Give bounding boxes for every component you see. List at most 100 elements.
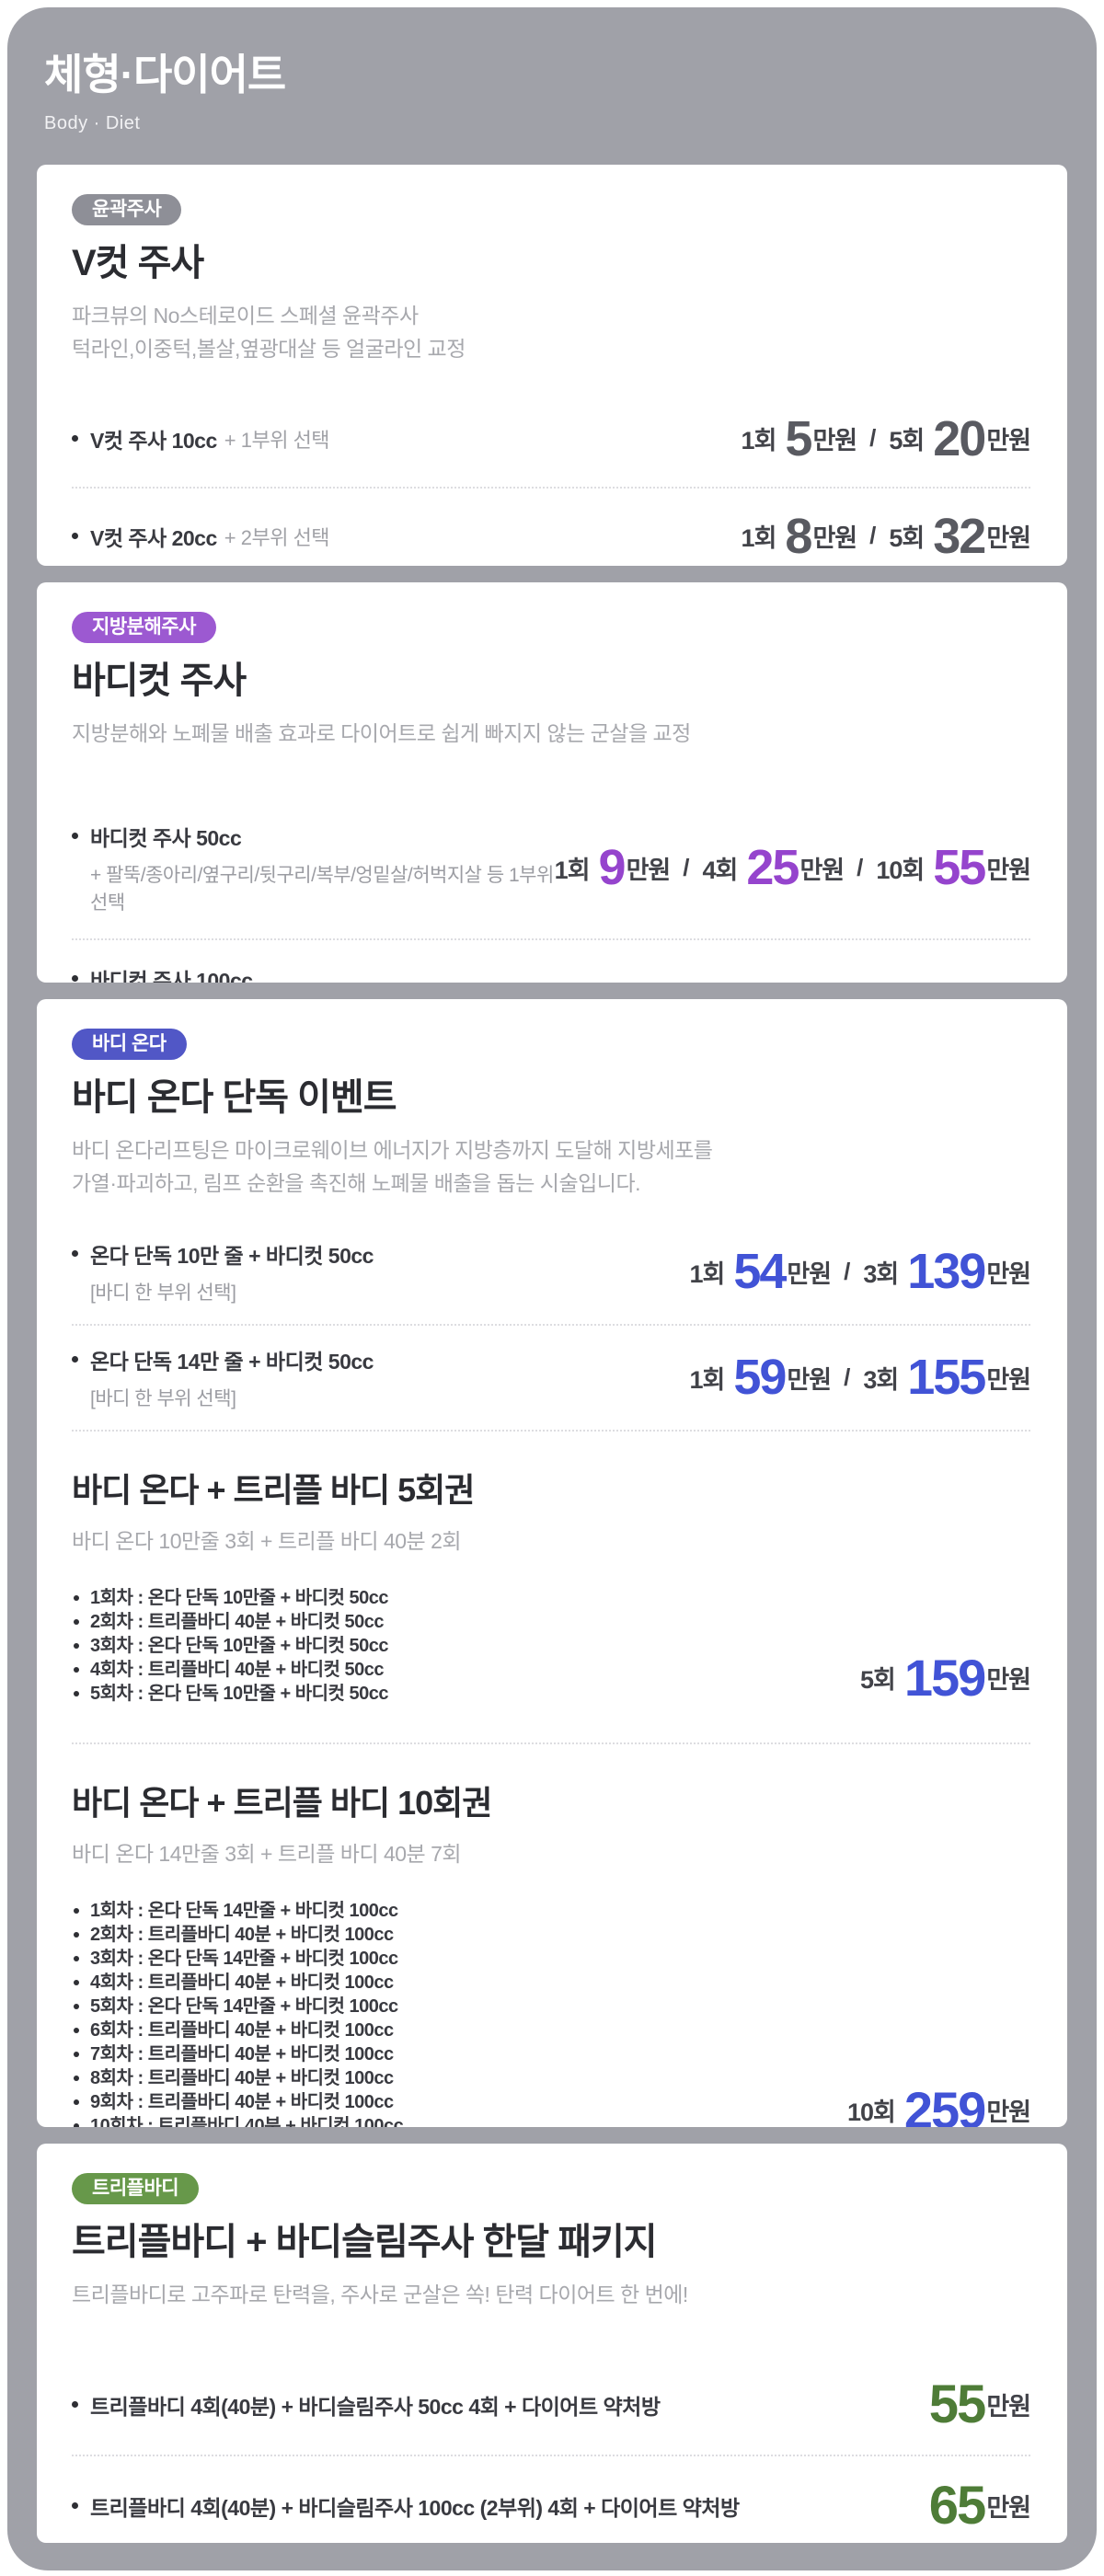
card-description: 파크뷰의 No스테로이드 스페셜 윤곽주사 턱라인,이중턱,볼살,옆광대살 등 … bbox=[72, 299, 1030, 365]
bullet-icon bbox=[72, 1250, 78, 1258]
price-unit: 만원 bbox=[787, 1365, 832, 1394]
price-separator: / bbox=[683, 853, 690, 881]
session-item: 8회차 : 트리플바디 40분 + 바디컷 100cc bbox=[72, 2066, 403, 2090]
page-header: 체형·다이어트 Body · Diet bbox=[7, 7, 1097, 134]
section-title: 바디 온다 + 트리플 바디 5회권 bbox=[72, 1470, 475, 1509]
session-item: 4회차 : 트리플바디 40분 + 바디컷 100cc bbox=[72, 1971, 403, 1995]
category-badge: 지방분해주사 bbox=[72, 611, 216, 643]
session-item: 2회차 : 트리플바디 40분 + 바디컷 50cc bbox=[72, 1610, 388, 1634]
price-value: 155 bbox=[907, 1350, 986, 1406]
description-line: 턱라인,이중턱,볼살,옆광대살 등 얼굴라인 교정 bbox=[72, 336, 466, 361]
item-name: V컷 주사 10cc bbox=[90, 428, 217, 453]
item-option: + 1부위 선택 bbox=[224, 428, 330, 452]
card-title: 트리플바디 + 바디슬림주사 한달 패키지 bbox=[72, 2221, 658, 2262]
row-divider bbox=[72, 1429, 1030, 1432]
card-title: 바디컷 주사 bbox=[72, 660, 247, 701]
bullet-icon bbox=[72, 2502, 78, 2510]
price-unit: 만원 bbox=[986, 856, 1031, 884]
price-value: 25 bbox=[746, 840, 799, 896]
item-name: V컷 주사 20cc bbox=[90, 525, 217, 550]
row-divider bbox=[72, 1742, 1030, 1744]
card-bodycut-injection: 지방분해주사 바디컷 주사 지방분해와 노폐물 배출 효과로 다이어트로 쉽게 … bbox=[37, 581, 1067, 983]
description-line: 파크뷰의 No스테로이드 스페셜 윤곽주사 bbox=[72, 303, 419, 328]
section-10-pass: 바디 온다 + 트리플 바디 10회권 바디 온다 14만줄 3회 + 트리플 … bbox=[72, 1744, 1031, 2127]
session-item: 3회차 : 온다 단독 14만줄 + 바디컷 100cc bbox=[72, 1947, 403, 1971]
page-title: 체형·다이어트 bbox=[44, 51, 286, 98]
item-option: [바디 한 부위 선택] bbox=[90, 1387, 236, 1409]
bullet-icon bbox=[72, 435, 78, 443]
price-group: 1회 54 만원 / 3회 139 만원 bbox=[689, 1244, 1031, 1300]
session-item: 6회차 : 트리플바디 40분 + 바디컷 100cc bbox=[72, 2018, 403, 2042]
price-group: 5회 159 만원 bbox=[860, 1651, 1031, 1706]
price-unit: 만원 bbox=[812, 427, 857, 455]
price-separator: / bbox=[844, 1363, 851, 1391]
item-name: 온다 단독 14만 줄 + 바디컷 50cc bbox=[90, 1349, 374, 1374]
price-group: 1회 5 만원 / 5회 20 만원 bbox=[742, 410, 1031, 466]
price-value: 259 bbox=[903, 2080, 986, 2127]
row-divider bbox=[72, 937, 1030, 940]
price-group: 1회 8 만원 / 5회 32 만원 bbox=[741, 512, 1031, 561]
card-list: 윤곽주사 V컷 주사 파크뷰의 No스테로이드 스페셜 윤곽주사 턱라인,이중턱… bbox=[7, 164, 1097, 2543]
item-name: 온다 단독 10만 줄 + 바디컷 50cc bbox=[90, 1243, 374, 1268]
description-line: 바디 온다리프팅은 마이크로웨이브 에너지가 지방층까지 도달해 지방세포를 bbox=[72, 1137, 713, 1162]
card-body-onda: 바디 온다 바디 온다 단독 이벤트 바디 온다리프팅은 마이크로웨이브 에너지… bbox=[37, 998, 1067, 2127]
price-label: 5회 bbox=[889, 427, 925, 455]
price-value: 20 bbox=[933, 410, 986, 466]
session-item: 4회차 : 트리플바디 40분 + 바디컷 50cc bbox=[72, 1658, 388, 1682]
price-row: V컷 주사 10cc + 1부위 선택 1회 5 만원 / 5회 20 만원 bbox=[72, 391, 1031, 487]
section-title: 바디 온다 + 트리플 바디 10회권 bbox=[72, 1783, 492, 1822]
item-name: 바디컷 주사 100cc bbox=[90, 968, 253, 983]
price-label: 10회 bbox=[847, 2099, 896, 2127]
price-separator: / bbox=[869, 522, 877, 550]
card-title: V컷 주사 bbox=[72, 242, 204, 283]
session-list: 1회차 : 온다 단독 10만줄 + 바디컷 50cc 2회차 : 트리플바디 … bbox=[72, 1586, 389, 1706]
price-label: 1회 bbox=[741, 524, 777, 553]
item-name: 트리플바디 4회(40분) + 바디슬림주사 50cc 4회 + 다이어트 약처… bbox=[90, 2394, 661, 2419]
price-unit: 만원 bbox=[986, 524, 1031, 553]
session-item: 7회차 : 트리플바디 40분 + 바디컷 100cc bbox=[72, 2042, 403, 2066]
price-label: 1회 bbox=[689, 1259, 725, 1288]
price-separator: / bbox=[844, 1257, 851, 1285]
price-value: 9 bbox=[598, 840, 627, 896]
row-divider bbox=[72, 486, 1030, 489]
session-item: 2회차 : 트리플바디 40분 + 바디컷 100cc bbox=[72, 1923, 403, 1947]
price-unit: 만원 bbox=[986, 427, 1031, 455]
price-label: 4회 bbox=[702, 856, 739, 884]
pricing-panel: 체형·다이어트 Body · Diet 윤곽주사 V컷 주사 파크뷰의 No스테… bbox=[7, 7, 1097, 2570]
card-description: 트리플바디로 고주파로 탄력을, 주사로 군살은 쏙! 탄력 다이어트 한 번에… bbox=[72, 2278, 1030, 2311]
bullet-icon bbox=[72, 833, 78, 840]
item-option: + 팔뚝/종아리/옆구리/뒷구리/복부/엉밑살/허벅지살 등 1부위 선택 bbox=[90, 864, 554, 914]
price-group: 1회 59 만원 / 3회 155 만원 bbox=[689, 1350, 1031, 1406]
description-line: 트리플바디로 고주파로 탄력을, 주사로 군살은 쏙! 탄력 다이어트 한 번에… bbox=[72, 2282, 688, 2306]
price-value: 65 bbox=[928, 2475, 986, 2536]
price-unit: 만원 bbox=[626, 856, 672, 884]
section-5-pass: 바디 온다 + 트리플 바디 5회권 바디 온다 10만줄 3회 + 트리플 바… bbox=[72, 1432, 1031, 1744]
price-row: V컷 주사 20cc + 2부위 선택 1회 8 만원 / 5회 32 만원 bbox=[72, 489, 1031, 566]
price-row: 트리플바디 4회(40분) + 바디슬림주사 100cc (2부위) 4회 + … bbox=[72, 2456, 1031, 2543]
session-item: 1회차 : 온다 단독 10만줄 + 바디컷 50cc bbox=[72, 1586, 389, 1610]
price-unit: 만원 bbox=[812, 524, 857, 553]
row-divider bbox=[72, 1323, 1030, 1326]
description-line: 지방분해와 노폐물 배출 효과로 다이어트로 쉽게 빠지지 않는 군살을 교정 bbox=[72, 720, 691, 745]
page-subtitle: Body · Diet bbox=[44, 112, 141, 133]
price-value: 54 bbox=[733, 1244, 787, 1300]
price-label: 10회 bbox=[876, 856, 925, 884]
session-item: 9회차 : 트리플바디 40분 + 바디컷 100cc bbox=[72, 2090, 403, 2114]
price-unit: 만원 bbox=[799, 856, 845, 884]
price-value: 55 bbox=[933, 840, 986, 896]
card-description: 바디 온다리프팅은 마이크로웨이브 에너지가 지방층까지 도달해 지방세포를 가… bbox=[72, 1133, 1030, 1200]
price-separator: / bbox=[857, 853, 864, 881]
price-label: 1회 bbox=[554, 856, 591, 884]
bullet-icon bbox=[72, 975, 78, 983]
price-unit: 만원 bbox=[986, 2494, 1031, 2523]
card-triple-body: 트리플바디 트리플바디 + 바디슬림주사 한달 패키지 트리플바디로 고주파로 … bbox=[37, 2143, 1067, 2543]
item-name: 바디컷 주사 50cc bbox=[90, 825, 242, 850]
category-badge: 윤곽주사 bbox=[72, 193, 182, 225]
section-description: 바디 온다 14만줄 3회 + 트리플 바디 40분 7회 bbox=[72, 1841, 462, 1866]
price-unit: 만원 bbox=[787, 1259, 832, 1288]
price-label: 5회 bbox=[889, 524, 925, 553]
price-group: 65 만원 bbox=[928, 2475, 1031, 2536]
price-value: 59 bbox=[733, 1350, 787, 1406]
price-row: 트리플바디 4회(40분) + 바디슬림주사 50cc 4회 + 다이어트 약처… bbox=[72, 2355, 1031, 2455]
price-label: 5회 bbox=[860, 1666, 896, 1695]
